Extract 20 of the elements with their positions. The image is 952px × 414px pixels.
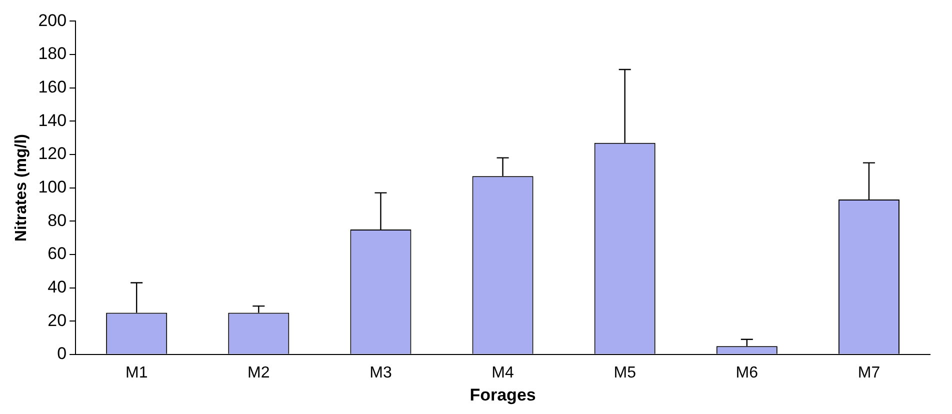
y-tick-label: 140 — [38, 110, 67, 130]
y-tick-label: 80 — [48, 210, 67, 230]
x-tick-label: M1 — [125, 364, 148, 382]
y-tick-label: 100 — [38, 177, 67, 196]
y-tick-label: 60 — [48, 244, 67, 264]
x-tick-label: M4 — [492, 364, 514, 382]
y-tick-label: 180 — [38, 44, 67, 64]
x-tick-label: M6 — [736, 364, 758, 382]
x-tick-label: M7 — [858, 364, 880, 382]
y-tick-label: 120 — [38, 144, 67, 164]
x-tick-label: M5 — [614, 364, 636, 382]
y-tick-label: 40 — [48, 277, 67, 296]
y-tick-label: 200 — [38, 10, 67, 30]
x-axis-title: Forages — [470, 385, 536, 404]
x-tick-label: M2 — [248, 364, 270, 382]
y-tick-label: 20 — [48, 310, 67, 330]
y-tick-label: 0 — [57, 344, 67, 364]
y-tick-label: 160 — [38, 78, 67, 97]
y-axis-title: Nitrates (mg/l) — [13, 134, 30, 242]
x-tick-label: M3 — [370, 364, 392, 382]
